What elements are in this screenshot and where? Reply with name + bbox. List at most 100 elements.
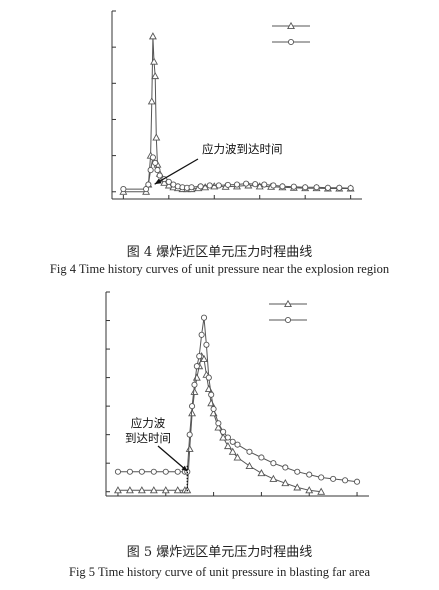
data-point-30MPa — [203, 341, 210, 348]
data-point-30MPa — [145, 181, 152, 188]
legend-marker-30MPa — [284, 316, 292, 324]
data-point-30MPa — [233, 181, 241, 188]
data-point-30MPa — [294, 468, 301, 475]
data-point-30MPa — [252, 181, 259, 188]
annotation-arrowhead — [181, 465, 188, 472]
data-point-0MPa — [245, 461, 254, 470]
data-point-30MPa — [224, 434, 231, 441]
data-point-30MPa — [162, 468, 169, 475]
annotation-text: 应力波到达时间 — [202, 142, 283, 156]
figure-4-caption-en: Fig 4 Time history curves of unit pressu… — [49, 262, 390, 276]
data-point-30MPa — [149, 154, 156, 161]
data-point-30MPa — [196, 353, 203, 360]
data-point-0MPa — [125, 486, 134, 494]
data-point-0MPa — [223, 441, 232, 450]
data-point-30MPa — [210, 405, 217, 413]
series-line-30MPa — [118, 317, 358, 483]
data-point-0MPa — [113, 486, 122, 494]
data-point-30MPa — [324, 184, 331, 191]
data-point-30MPa — [353, 478, 361, 485]
data-point-0MPa — [305, 486, 314, 494]
data-point-30MPa — [215, 182, 222, 189]
data-point-30MPa — [306, 471, 313, 478]
annotation-text: 应力波到达时间 — [125, 416, 171, 445]
data-point-0MPa — [192, 373, 201, 381]
data-point-0MPa — [185, 444, 194, 452]
data-point-30MPa — [270, 460, 277, 467]
data-point-30MPa — [243, 180, 250, 187]
data-point-0MPa — [188, 409, 197, 417]
data-point-30MPa — [224, 181, 231, 188]
data-point-30MPa — [261, 181, 268, 188]
legend-marker-30MPa — [287, 38, 295, 46]
data-point-30MPa — [154, 167, 161, 174]
data-point-30MPa — [290, 183, 297, 190]
chart-near-explosion: 应力波到达时间 — [111, 10, 362, 200]
data-point-30MPa — [189, 403, 196, 410]
figure-5-caption-zh: 图 5 爆炸远区单元压力时程曲线 — [126, 545, 313, 560]
data-point-30MPa — [200, 314, 208, 321]
data-point-30MPa — [165, 178, 172, 185]
data-point-30MPa — [336, 184, 343, 191]
figure-4-caption-zh: 图 4 爆炸近区单元压力时程曲线 — [126, 245, 313, 260]
data-point-0MPa — [214, 423, 223, 431]
data-point-30MPa — [174, 468, 181, 475]
data-point-0MPa — [281, 479, 290, 487]
data-point-30MPa — [302, 184, 309, 191]
data-point-0MPa — [228, 447, 237, 455]
data-point-30MPa — [258, 454, 265, 461]
data-point-0MPa — [149, 486, 158, 494]
data-point-30MPa — [220, 428, 227, 435]
data-point-30MPa — [191, 381, 198, 388]
data-point-30MPa — [342, 477, 349, 484]
data-point-30MPa — [279, 183, 286, 190]
data-point-0MPa — [173, 486, 182, 494]
data-point-30MPa — [205, 374, 212, 381]
data-point-0MPa — [200, 354, 208, 363]
data-point-0MPa — [151, 71, 160, 80]
legend-marker-0MPa — [287, 21, 295, 30]
annotation-arrow — [157, 445, 188, 472]
data-point-30MPa — [138, 468, 145, 475]
data-point-30MPa — [197, 183, 204, 190]
data-point-30MPa — [347, 185, 354, 192]
data-point-30MPa — [150, 468, 157, 475]
data-point-0MPa — [219, 433, 228, 441]
data-point-0MPa — [137, 486, 146, 494]
data-point-30MPa — [318, 474, 325, 481]
annotation-arrow — [154, 158, 199, 185]
data-point-0MPa — [147, 97, 156, 105]
data-point-30MPa — [186, 431, 193, 438]
legend-marker-0MPa — [284, 299, 292, 308]
data-point-30MPa — [198, 331, 205, 338]
data-point-0MPa — [233, 453, 242, 461]
data-point-0MPa — [317, 487, 326, 495]
data-point-30MPa — [152, 159, 159, 166]
data-point-30MPa — [246, 448, 253, 455]
data-point-0MPa — [207, 399, 216, 407]
data-point-30MPa — [313, 184, 320, 191]
data-point-30MPa — [208, 391, 215, 398]
data-point-30MPa — [120, 186, 127, 193]
data-point-30MPa — [215, 420, 222, 427]
data-point-30MPa — [126, 468, 133, 475]
data-point-30MPa — [156, 172, 163, 179]
data-point-30MPa — [188, 184, 195, 191]
data-point-30MPa — [234, 441, 241, 448]
data-point-0MPa — [257, 469, 266, 477]
chart-far-explosion: 应力波到达时间 — [105, 291, 369, 497]
data-point-30MPa — [193, 363, 200, 370]
data-point-30MPa — [206, 182, 213, 189]
data-point-30MPa — [282, 464, 289, 471]
data-point-0MPa — [190, 387, 199, 395]
data-point-0MPa — [148, 32, 157, 40]
data-point-0MPa — [150, 57, 159, 65]
data-point-0MPa — [293, 483, 302, 491]
data-point-30MPa — [147, 167, 154, 174]
data-point-30MPa — [270, 182, 277, 189]
data-point-30MPa — [229, 438, 236, 445]
annotation-arrowhead — [154, 178, 162, 185]
data-point-0MPa — [255, 182, 264, 190]
data-point-0MPa — [161, 486, 170, 494]
data-point-0MPa — [152, 133, 161, 141]
